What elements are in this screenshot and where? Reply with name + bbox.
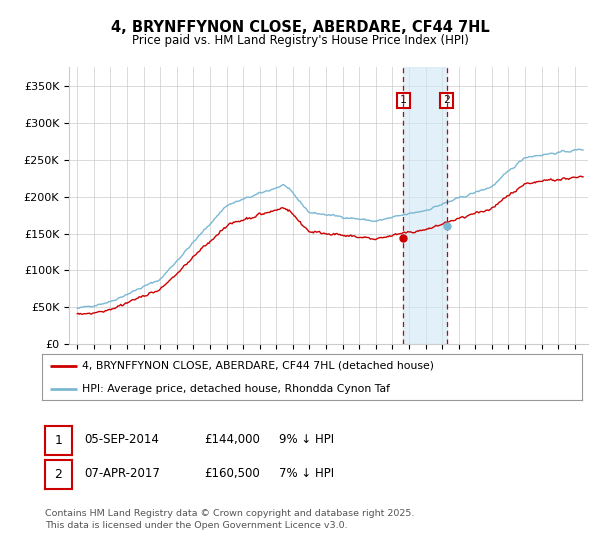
Text: 2: 2 [55, 468, 62, 481]
Text: 1: 1 [400, 95, 407, 105]
Text: £160,500: £160,500 [204, 466, 260, 480]
Text: 9% ↓ HPI: 9% ↓ HPI [279, 433, 334, 446]
Bar [403, 67, 446, 344]
Text: 1: 1 [55, 434, 62, 447]
Text: 4, BRYNFFYNON CLOSE, ABERDARE, CF44 7HL (detached house): 4, BRYNFFYNON CLOSE, ABERDARE, CF44 7HL … [83, 361, 434, 371]
Text: Contains HM Land Registry data © Crown copyright and database right 2025.
This d: Contains HM Land Registry data © Crown c… [45, 509, 415, 530]
Text: 2: 2 [443, 95, 450, 105]
Text: Price paid vs. HM Land Registry's House Price Index (HPI): Price paid vs. HM Land Registry's House … [131, 34, 469, 46]
Text: £144,000: £144,000 [204, 433, 260, 446]
Text: 7% ↓ HPI: 7% ↓ HPI [279, 466, 334, 480]
Text: 07-APR-2017: 07-APR-2017 [84, 466, 160, 480]
Text: 4, BRYNFFYNON CLOSE, ABERDARE, CF44 7HL: 4, BRYNFFYNON CLOSE, ABERDARE, CF44 7HL [110, 20, 490, 35]
Text: HPI: Average price, detached house, Rhondda Cynon Taf: HPI: Average price, detached house, Rhon… [83, 384, 391, 394]
Text: 05-SEP-2014: 05-SEP-2014 [84, 433, 159, 446]
